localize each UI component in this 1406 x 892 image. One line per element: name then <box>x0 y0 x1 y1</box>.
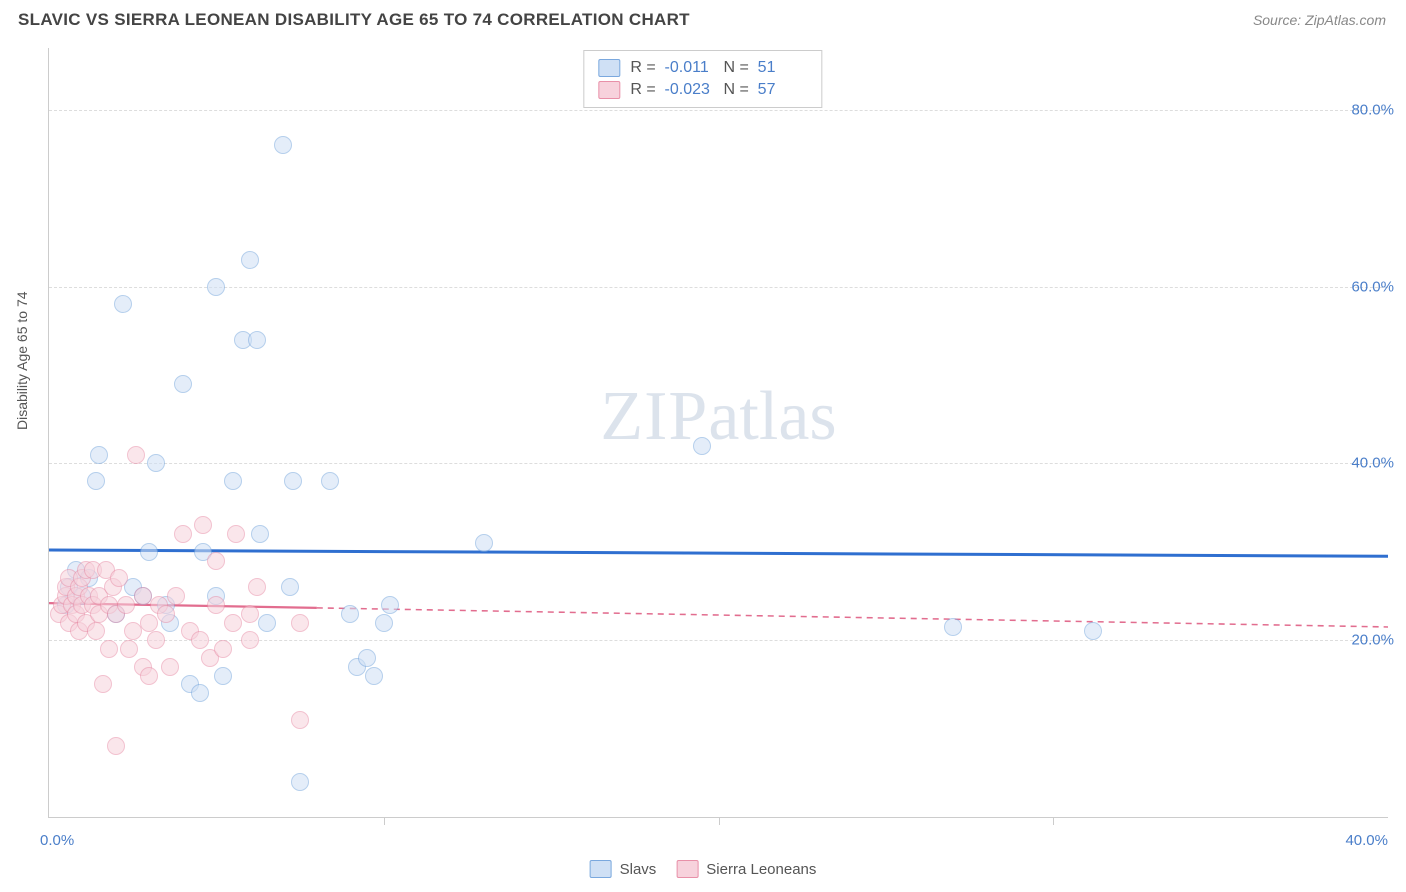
data-point <box>358 649 376 667</box>
data-point <box>214 640 232 658</box>
x-tick-label: 0.0% <box>40 832 74 849</box>
y-tick-label: 80.0% <box>1351 101 1394 118</box>
data-point <box>167 587 185 605</box>
source-credit: Source: ZipAtlas.com <box>1253 12 1386 28</box>
x-tick-label: 40.0% <box>1345 832 1388 849</box>
data-point <box>248 578 266 596</box>
data-point <box>140 614 158 632</box>
legend-swatch <box>598 81 620 99</box>
legend-item: Slavs <box>590 860 657 878</box>
data-point <box>274 136 292 154</box>
data-point <box>281 578 299 596</box>
chart-title: SLAVIC VS SIERRA LEONEAN DISABILITY AGE … <box>18 10 690 30</box>
plot-area: ZIPatlas <box>48 48 1388 818</box>
data-point <box>375 614 393 632</box>
data-point <box>161 658 179 676</box>
gridline <box>49 287 1388 288</box>
data-point <box>100 640 118 658</box>
data-point <box>251 525 269 543</box>
data-point <box>381 596 399 614</box>
data-point <box>134 587 152 605</box>
data-point <box>147 631 165 649</box>
stats-row: R = -0.011 N = 51 <box>598 57 807 79</box>
data-point <box>321 472 339 490</box>
data-point <box>87 472 105 490</box>
data-point <box>291 773 309 791</box>
data-point <box>291 711 309 729</box>
data-point <box>693 437 711 455</box>
data-point <box>224 614 242 632</box>
series-legend: Slavs Sierra Leoneans <box>590 860 817 878</box>
data-point <box>157 605 175 623</box>
gridline <box>49 110 1388 111</box>
y-axis-label: Disability Age 65 to 74 <box>14 291 30 430</box>
data-point <box>120 640 138 658</box>
legend-swatch <box>598 59 620 77</box>
data-point <box>147 454 165 472</box>
data-point <box>241 605 259 623</box>
x-tick <box>384 817 385 825</box>
trend-line-dashed <box>317 608 1388 627</box>
data-point <box>174 525 192 543</box>
legend-item: Sierra Leoneans <box>676 860 816 878</box>
stats-legend: R = -0.011 N = 51R = -0.023 N = 57 <box>583 50 822 108</box>
data-point <box>341 605 359 623</box>
data-point <box>207 278 225 296</box>
data-point <box>90 446 108 464</box>
legend-label: Slavs <box>620 861 657 878</box>
legend-swatch <box>676 860 698 878</box>
trend-line <box>49 550 1388 556</box>
data-point <box>291 614 309 632</box>
data-point <box>140 667 158 685</box>
data-point <box>117 596 135 614</box>
data-point <box>191 631 209 649</box>
data-point <box>365 667 383 685</box>
y-tick-label: 60.0% <box>1351 278 1394 295</box>
data-point <box>258 614 276 632</box>
data-point <box>124 622 142 640</box>
y-tick-label: 20.0% <box>1351 632 1394 649</box>
data-point <box>207 596 225 614</box>
x-tick <box>719 817 720 825</box>
data-point <box>110 569 128 587</box>
legend-swatch <box>590 860 612 878</box>
data-point <box>127 446 145 464</box>
x-tick <box>1053 817 1054 825</box>
data-point <box>224 472 242 490</box>
data-point <box>174 375 192 393</box>
data-point <box>94 675 112 693</box>
watermark: ZIPatlas <box>600 377 836 457</box>
data-point <box>248 331 266 349</box>
data-point <box>107 737 125 755</box>
legend-label: Sierra Leoneans <box>706 861 816 878</box>
data-point <box>475 534 493 552</box>
y-tick-label: 40.0% <box>1351 455 1394 472</box>
data-point <box>284 472 302 490</box>
data-point <box>227 525 245 543</box>
trend-lines-layer <box>49 48 1388 817</box>
stats-row: R = -0.023 N = 57 <box>598 79 807 101</box>
data-point <box>191 684 209 702</box>
data-point <box>944 618 962 636</box>
data-point <box>1084 622 1102 640</box>
data-point <box>214 667 232 685</box>
data-point <box>241 251 259 269</box>
data-point <box>194 516 212 534</box>
data-point <box>207 552 225 570</box>
data-point <box>140 543 158 561</box>
data-point <box>87 622 105 640</box>
data-point <box>114 295 132 313</box>
gridline <box>49 463 1388 464</box>
data-point <box>241 631 259 649</box>
